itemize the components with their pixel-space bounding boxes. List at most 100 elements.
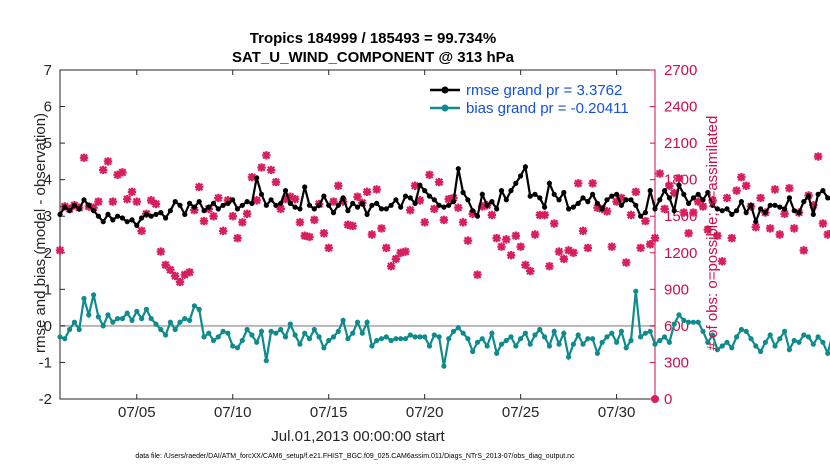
bias-point [700,328,706,334]
x-tick-label: 07/15 [310,404,348,421]
bias-point [628,337,634,344]
rmse-point [671,208,677,214]
bias-point [566,354,572,360]
assimilated-obs-marker [669,188,679,198]
bias-point [494,350,500,356]
rmse-point [714,206,721,212]
assimilated-obs-marker [559,254,569,264]
bias-point [345,336,351,342]
assimilated-obs-marker [79,153,89,162]
assimilated-obs-marker [713,231,722,240]
x-tick-label: 07/05 [118,404,156,421]
bias-point [801,332,807,338]
bias-point [330,334,337,340]
assimilated-obs-marker [94,197,103,206]
assimilated-obs-marker [751,222,760,232]
rmse-point [676,182,682,188]
assimilated-obs-marker [602,207,612,216]
rmse-point [282,188,289,194]
rmse-point [450,199,457,205]
bias-point [350,330,356,336]
assimilated-obs-marker [717,257,727,266]
bias-point [316,334,322,340]
rmse-point [546,180,553,186]
rmse-point [570,204,577,210]
assimilated-obs-marker [646,240,655,249]
assimilated-obs-marker [526,266,535,276]
rmse-point [474,213,481,219]
bias-point [249,332,255,338]
bias-point [220,328,226,334]
assimilated-obs-marker [708,196,717,205]
assimilated-obs-marker [468,209,477,218]
rmse-point [350,200,356,206]
rmse-point [148,213,154,219]
data-file-footer: data file: /Users/raeder/DAI/ATM_forcXX/… [135,453,575,460]
rmse-point [426,193,433,199]
rmse-point [105,211,111,217]
rmse-point [119,215,125,221]
y2-tick-label: 2700 [664,62,697,79]
rmse-point [153,211,159,217]
assimilated-obs-marker [295,218,305,227]
rmse-point [196,199,202,205]
x-tick-label: 07/25 [502,404,540,421]
assimilated-obs-marker [262,151,271,160]
rmse-point [594,200,601,206]
assimilated-obs-marker [406,205,415,215]
rmse-point [738,199,745,205]
chart-title-line1: Tropics 184999 / 185493 = 99.734% [250,30,496,47]
rmse-point [455,166,461,172]
bias-point [57,334,63,340]
y-tick-label: 6 [44,99,52,116]
rmse-point [762,210,769,216]
bias-point [705,339,711,345]
rmse-point [518,173,524,179]
rmse-point [686,200,692,206]
assimilated-obs-marker [684,229,693,238]
assimilated-obs-marker [540,210,549,220]
assimilated-obs-marker [545,261,554,271]
bias-point [786,347,793,353]
bias-point [254,339,260,345]
bias-point [139,316,145,322]
bias-point [503,337,509,344]
assimilated-obs-marker [118,168,127,177]
assimilated-obs-marker [300,231,309,240]
y-tick-label: 3 [44,208,52,225]
assimilated-obs-marker [89,203,98,212]
rmse-point [522,164,529,170]
assimilated-obs-marker [535,210,545,220]
rmse-point [537,195,543,201]
assimilated-obs-marker [420,218,429,227]
bias-point [95,314,101,320]
bias-point [287,321,293,327]
assimilated-obs-marker [765,224,775,233]
y-tick-label: 0 [44,318,52,335]
rmse-point [139,215,145,221]
assimilated-obs-marker [252,196,261,205]
bias-point [767,332,773,338]
rmse-point [306,202,313,208]
assimilated-obs-marker [607,242,617,251]
rmse-point [801,199,807,205]
rmse-point [340,195,346,201]
bias-point [450,328,457,334]
bias-point [815,334,821,340]
rmse-point [143,211,149,217]
assimilated-obs-marker [372,185,381,194]
bias-point [551,328,557,334]
rmse-point [782,206,788,212]
bias-point [441,363,447,369]
bias-point [561,330,567,336]
bias-point [542,334,548,340]
bias-point [359,330,365,336]
rmse-point [359,200,365,206]
bias-point [110,319,116,325]
rmse-point [652,206,658,212]
bias-point [455,325,461,331]
bias-point [657,337,663,344]
assimilated-obs-marker [583,243,593,253]
rmse-point [388,202,394,208]
rmse-point [484,202,490,208]
